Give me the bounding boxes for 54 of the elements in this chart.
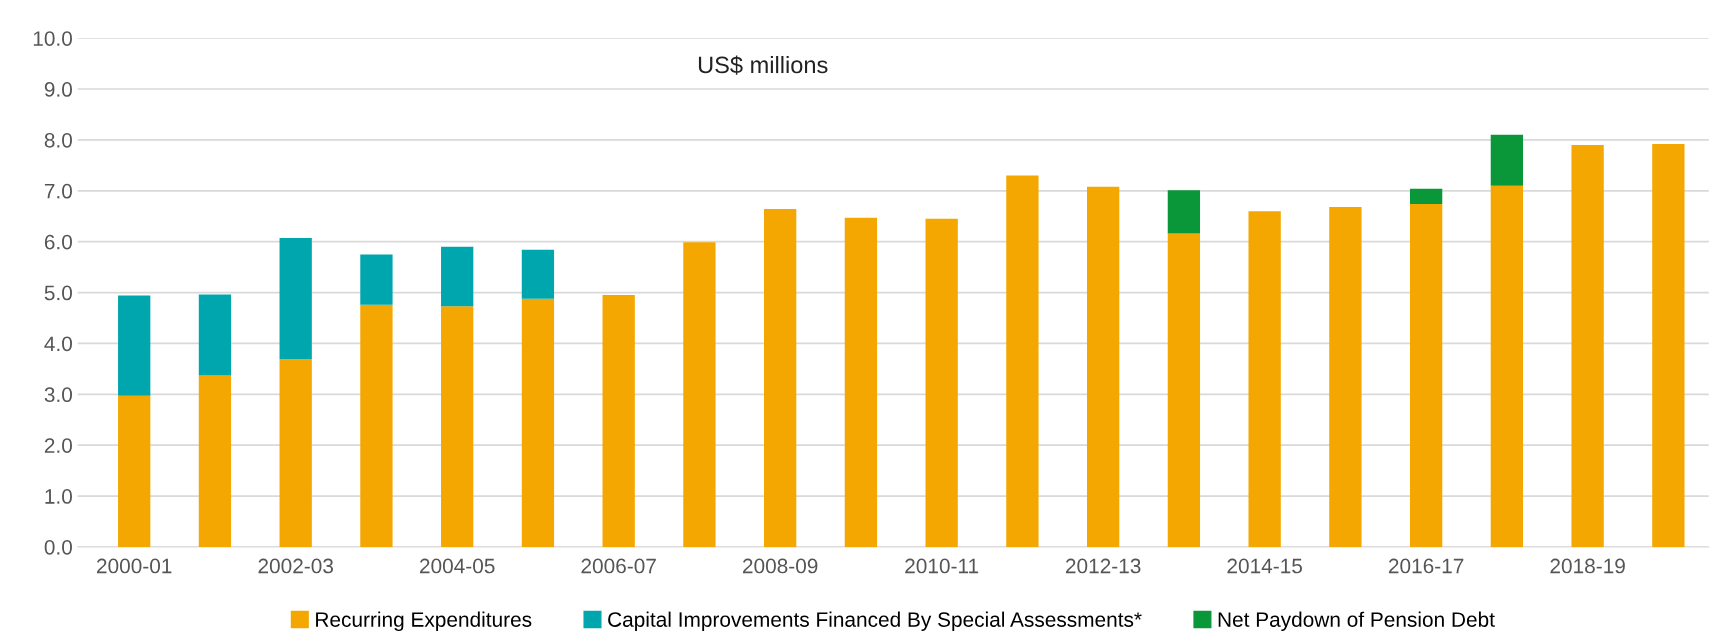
bar — [1006, 175, 1039, 547]
bar — [118, 395, 151, 547]
bar — [1571, 145, 1604, 547]
x-tick-label: 2014-15 — [1227, 558, 1302, 574]
x-tick-label: 2002-03 — [258, 558, 333, 574]
bar — [1248, 211, 1281, 547]
y-tick-label: 0.0 — [44, 539, 72, 555]
bar — [198, 294, 232, 376]
bar — [441, 306, 474, 547]
y-tick-label: 2.0 — [44, 438, 72, 453]
bar — [521, 249, 555, 299]
bar — [1087, 186, 1120, 547]
y-tick-label: 7.0 — [44, 183, 72, 199]
bar — [844, 217, 878, 547]
x-tick-label: 2018-19 — [1550, 558, 1625, 574]
bar — [441, 246, 474, 307]
y-tick-label: 8.0 — [44, 132, 72, 148]
legend-label: Recurring Expenditures — [316, 611, 532, 632]
y-tick-label: 3.0 — [44, 387, 72, 403]
bar — [764, 209, 797, 547]
x-tick-label: 2016-17 — [1388, 558, 1464, 574]
y-tick-label: 6.0 — [44, 234, 72, 250]
y-tick-label: 5.0 — [44, 285, 72, 301]
text: US$ millions — [698, 55, 828, 75]
bar — [360, 304, 393, 547]
bar — [279, 238, 312, 360]
x-tick-label: 2004-05 — [420, 558, 495, 574]
bar — [198, 375, 232, 547]
bar — [360, 254, 393, 305]
legend-label: Capital Improvements Financed By Special Assessments* — [608, 611, 1142, 632]
bar — [1167, 190, 1201, 234]
x-tick-label: 2006-07 — [581, 558, 656, 574]
x-tick-label: 2008-09 — [742, 558, 818, 574]
y-tick-label: 9.0 — [44, 82, 72, 97]
x-tick-label: 2010-11 — [905, 558, 979, 574]
x-tick-label: 2000-01 — [97, 558, 172, 574]
bar — [683, 242, 716, 547]
bar — [1167, 233, 1201, 547]
bar — [1490, 134, 1524, 186]
y-tick-label: 4.0 — [44, 336, 72, 352]
bar — [925, 218, 958, 547]
bar — [602, 295, 635, 547]
y-tick-label: 10.0 — [33, 31, 72, 46]
bar — [1409, 188, 1443, 205]
bar — [1490, 185, 1524, 547]
bar — [521, 298, 555, 547]
legend-label: Net Paydown of Pension Debt — [1218, 611, 1495, 632]
bar — [1652, 143, 1685, 547]
bar — [279, 359, 312, 547]
y-tick-label: 1.0 — [45, 489, 72, 504]
bar — [118, 295, 151, 396]
x-tick-label: 2012-13 — [1065, 558, 1141, 574]
bar — [1329, 207, 1362, 547]
bar — [1409, 204, 1443, 547]
